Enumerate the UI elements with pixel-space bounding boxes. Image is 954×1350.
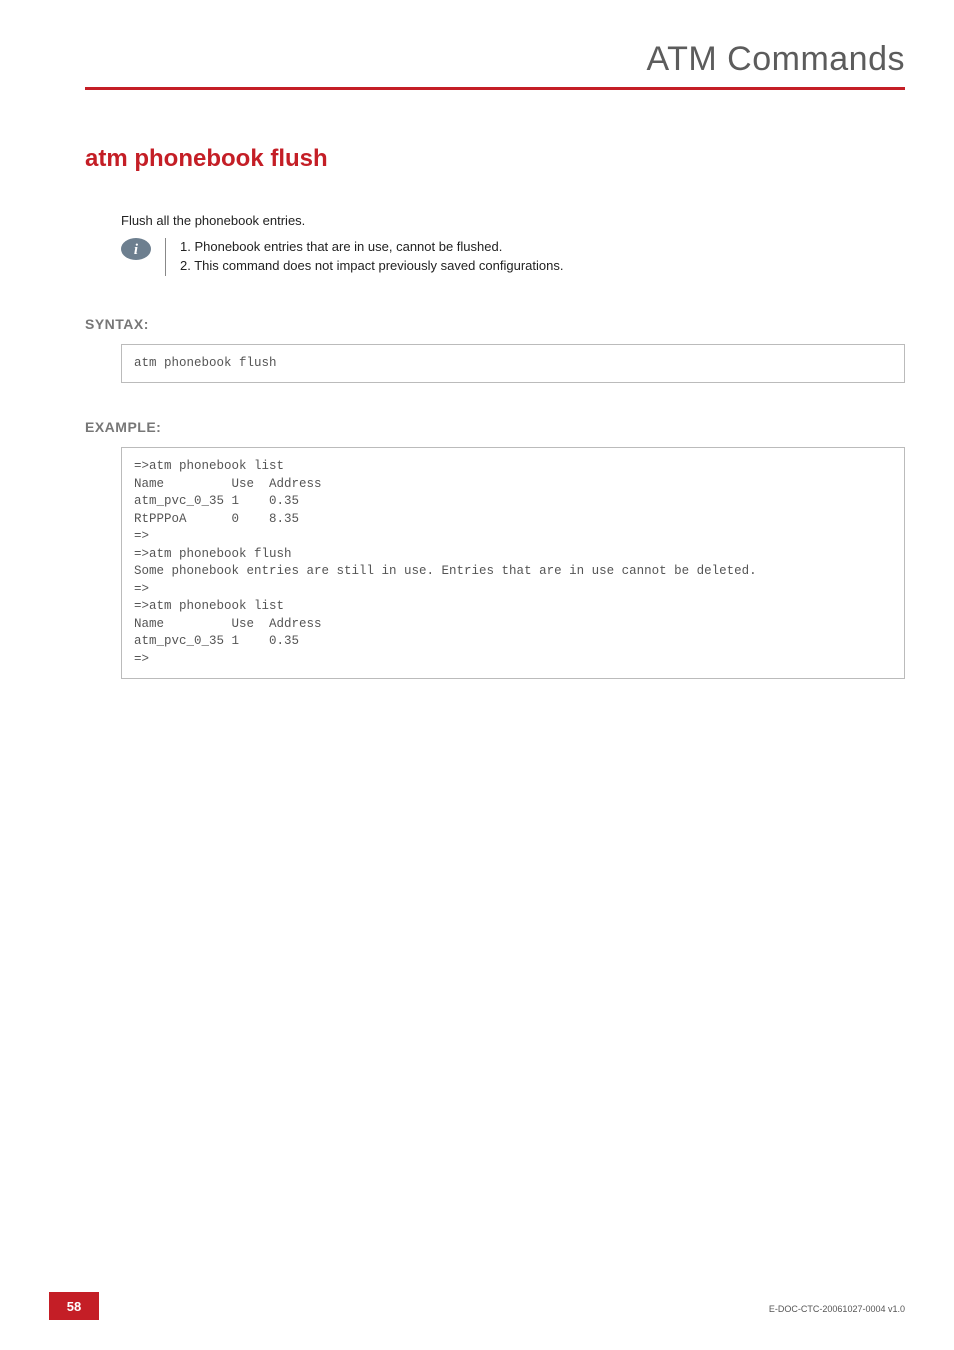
note-line: 1. Phonebook entries that are in use, ca…	[180, 238, 563, 257]
header-rule	[85, 87, 905, 90]
syntax-code-box: atm phonebook flush	[121, 344, 905, 384]
doc-id: E-DOC-CTC-20061027-0004 v1.0	[769, 1304, 905, 1314]
command-intro: Flush all the phonebook entries.	[121, 213, 905, 228]
info-icon: i	[121, 238, 151, 260]
content-region: atm phonebook flush Flush all the phoneb…	[85, 145, 905, 715]
note-separator	[165, 238, 166, 276]
header-region: ATM Commands	[85, 40, 905, 90]
note-line: 2. This command does not impact previous…	[180, 257, 563, 276]
example-label: EXAMPLE:	[85, 419, 905, 435]
example-code-box: =>atm phonebook list Name Use Address at…	[121, 447, 905, 679]
page-header-title: ATM Commands	[85, 40, 905, 79]
command-title: atm phonebook flush	[85, 145, 905, 173]
page: ATM Commands atm phonebook flush Flush a…	[0, 0, 954, 1350]
note-text: 1. Phonebook entries that are in use, ca…	[180, 238, 563, 276]
info-note-block: i 1. Phonebook entries that are in use, …	[121, 238, 905, 276]
footer-region: 58 E-DOC-CTC-20061027-0004 v1.0	[0, 1290, 954, 1320]
page-number: 58	[49, 1292, 99, 1320]
syntax-label: SYNTAX:	[85, 316, 905, 332]
